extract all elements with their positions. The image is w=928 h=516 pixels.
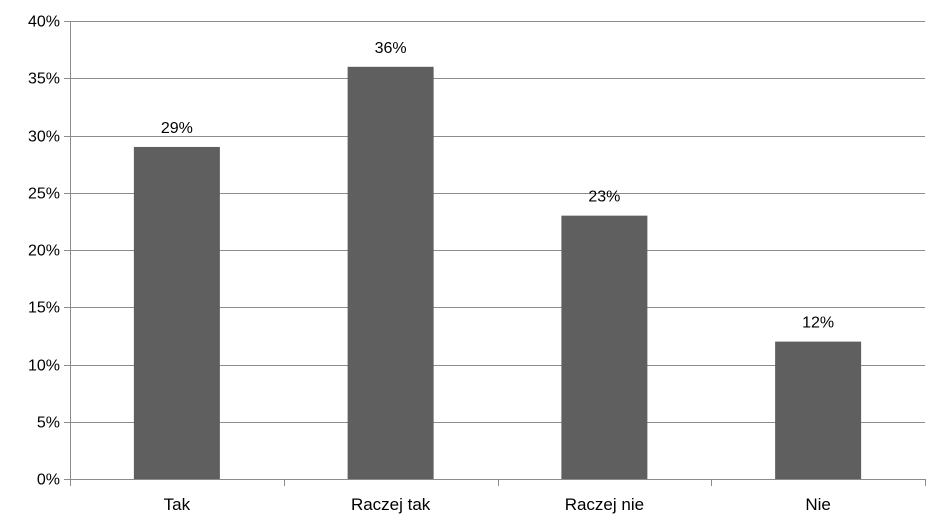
y-axis-ticks: 0% 5% 10% 15% 20% 25% 30% 35% 40%: [28, 14, 70, 489]
y-tick-label: 10%: [28, 358, 60, 375]
y-tick-label: 25%: [28, 186, 60, 203]
x-tick-label: Nie: [805, 495, 831, 514]
data-label: 23%: [588, 189, 620, 206]
x-tick-label: Tak: [164, 495, 191, 514]
y-tick-label: 5%: [37, 415, 60, 432]
y-tick-label: 40%: [28, 14, 60, 31]
x-tick-label: Raczej tak: [351, 495, 431, 514]
bars: [133, 66, 862, 480]
bar-nie: [775, 341, 862, 479]
bar-tak: [133, 146, 220, 479]
data-label: 29%: [161, 120, 193, 137]
bar-raczej-tak: [347, 66, 434, 480]
y-tick-label: 30%: [28, 129, 60, 146]
y-tick-label: 35%: [28, 71, 60, 88]
y-tick-label: 0%: [37, 472, 60, 489]
data-labels: 29% 36% 23% 12%: [161, 40, 834, 332]
x-tick-label: Raczej nie: [565, 495, 644, 514]
x-axis: Tak Raczej tak Raczej nie Nie: [70, 479, 926, 514]
data-label: 36%: [375, 40, 407, 57]
y-tick-label: 20%: [28, 243, 60, 260]
bar-raczej-nie: [561, 215, 648, 479]
y-tick-label: 15%: [28, 300, 60, 317]
data-label: 12%: [802, 315, 834, 332]
